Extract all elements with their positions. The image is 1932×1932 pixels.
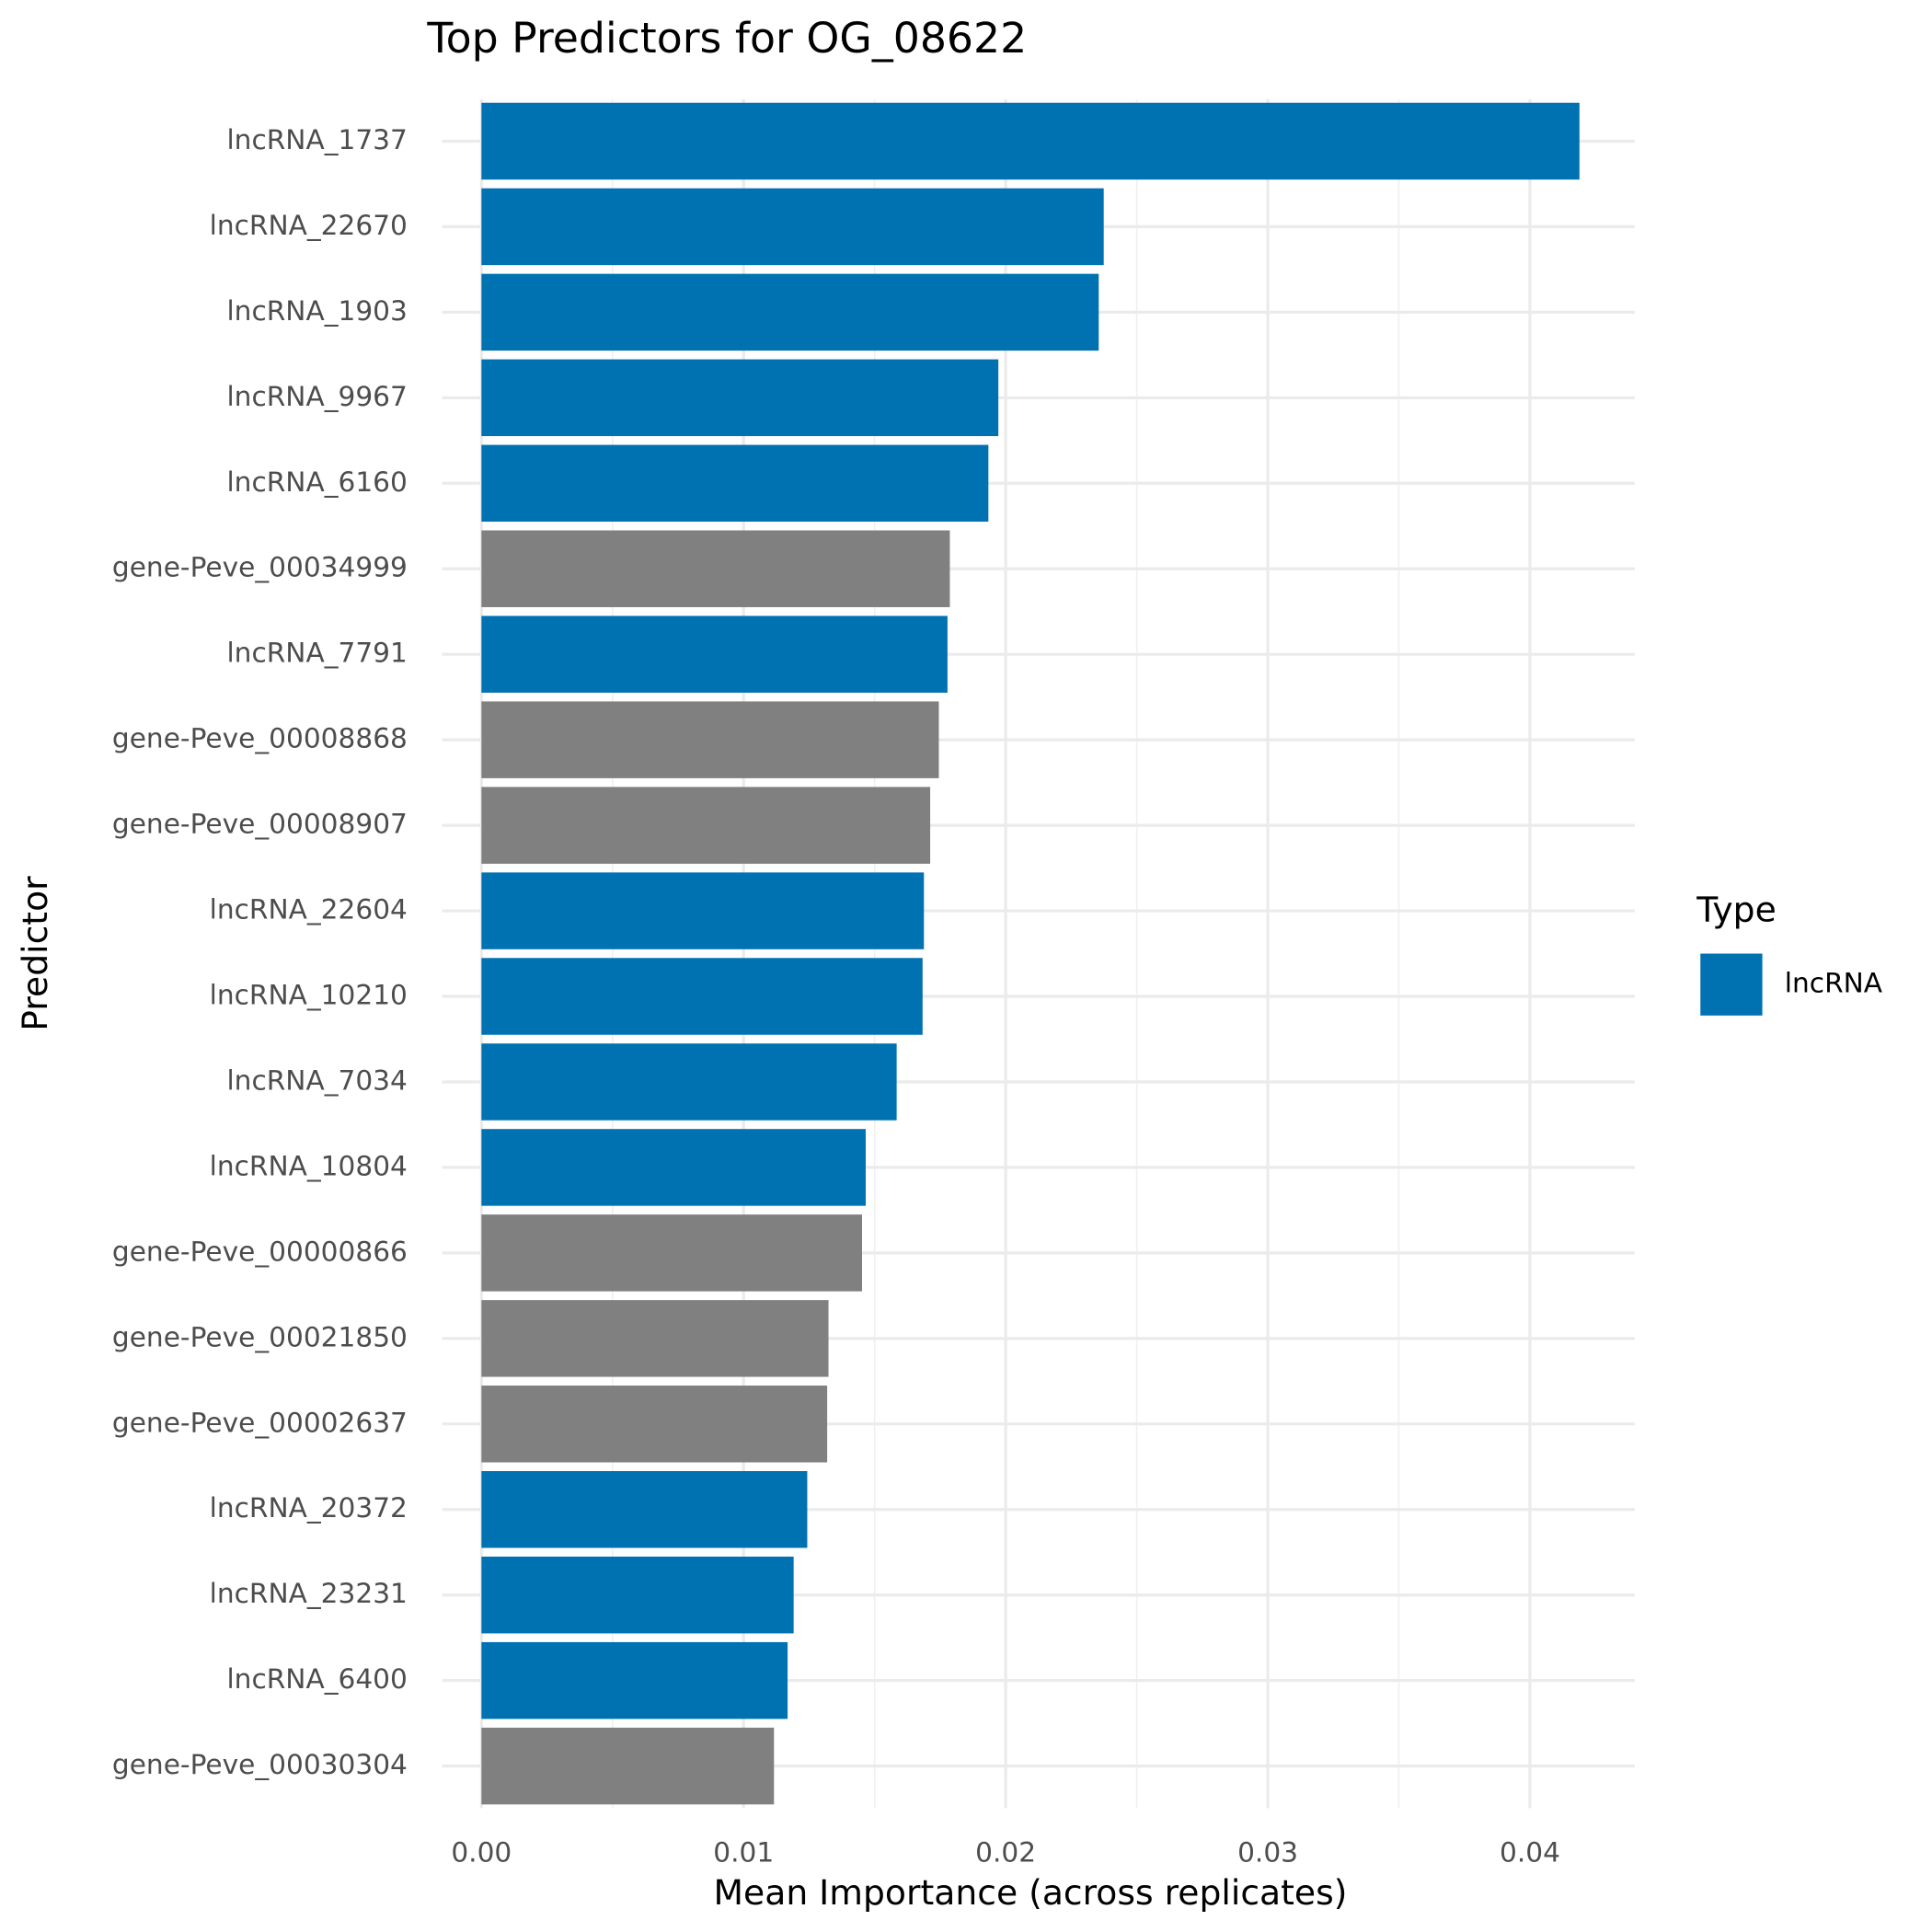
y-tick-label: gene-Peve_00000866 [112,1236,408,1267]
chart-title: Top Predictors for OG_08622 [426,14,1027,63]
y-tick-label: lncRNA_9967 [226,381,407,412]
legend-swatch [1700,953,1763,1016]
bar [481,1300,829,1377]
bar [481,444,989,523]
y-tick-label: gene-Peve_00021850 [112,1321,408,1352]
bar [481,615,948,693]
bar [481,1556,794,1634]
x-tick-label: 0.04 [1500,1837,1560,1869]
legend-label: lncRNA [1785,968,1883,999]
y-tick-label: gene-Peve_00008868 [112,723,408,754]
x-tick-label: 0.02 [975,1837,1036,1869]
bar [481,188,1104,266]
y-tick-label: lncRNA_7034 [226,1064,407,1096]
y-axis-title: Predictor [15,876,55,1031]
y-tick-label: lncRNA_10210 [210,980,408,1011]
x-axis-title: Mean Importance (across replicates) [714,1872,1348,1913]
bar [481,1727,775,1805]
legend: lncRNA [1700,953,1883,1016]
y-tick-label: lncRNA_1737 [226,124,407,155]
bar [481,530,950,607]
bar [481,273,1099,351]
x-tick-label: 0.01 [713,1837,774,1869]
y-tick-label: lncRNA_23231 [210,1578,408,1609]
bar [481,359,999,437]
x-tick-label: 0.00 [451,1837,512,1869]
bars [481,102,1580,1805]
bar [481,958,923,1035]
bar [481,1043,897,1121]
bar [481,1386,828,1463]
bar [481,787,931,864]
y-tick-label: gene-Peve_00030304 [112,1749,408,1780]
y-tick-label: gene-Peve_00034999 [112,552,408,583]
y-tick-label: lncRNA_10804 [210,1150,408,1181]
legend-title: Type [1696,889,1777,929]
y-tick-label: lncRNA_6400 [226,1663,407,1695]
bar [481,102,1580,180]
bar [481,701,939,778]
bar [481,872,925,949]
y-tick-label: lncRNA_6160 [226,466,407,498]
x-tick-label: 0.03 [1237,1837,1298,1869]
y-tick-label: lncRNA_20372 [210,1492,408,1524]
y-tick-label: lncRNA_7791 [226,638,407,669]
y-tick-label: lncRNA_22670 [210,210,408,241]
y-tick-label: lncRNA_1903 [226,295,407,327]
bar [481,1471,808,1548]
bar [481,1214,863,1292]
bar [481,1129,866,1206]
y-tick-label: gene-Peve_00002637 [112,1407,408,1438]
bar [481,1641,788,1719]
y-tick-label: lncRNA_22604 [210,894,408,926]
y-tick-label: gene-Peve_00008907 [112,809,408,840]
